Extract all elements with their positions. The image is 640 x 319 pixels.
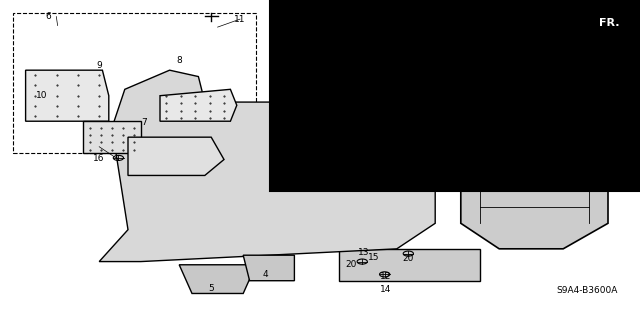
Polygon shape (461, 32, 608, 249)
Text: 2: 2 (487, 15, 492, 24)
Text: 1: 1 (540, 11, 545, 20)
Text: 16: 16 (93, 154, 105, 163)
Text: 12: 12 (380, 272, 392, 281)
Text: 17: 17 (506, 150, 518, 159)
Text: 3: 3 (305, 86, 310, 95)
Text: 5: 5 (209, 284, 214, 293)
Text: 15: 15 (368, 253, 380, 262)
Text: 8: 8 (177, 56, 182, 65)
Text: 18: 18 (442, 66, 454, 75)
Text: 14: 14 (380, 285, 392, 294)
FancyBboxPatch shape (270, 0, 640, 191)
Text: 20: 20 (345, 260, 356, 269)
Text: 21: 21 (573, 11, 585, 20)
Text: 22: 22 (307, 104, 318, 113)
Polygon shape (128, 137, 224, 175)
Text: 11: 11 (234, 15, 246, 24)
FancyBboxPatch shape (339, 249, 480, 281)
Text: FR.: FR. (599, 18, 620, 28)
Text: 6: 6 (45, 12, 51, 21)
Text: 9: 9 (97, 61, 102, 70)
Text: 4: 4 (263, 271, 268, 279)
Polygon shape (26, 70, 109, 121)
Text: 10: 10 (36, 91, 47, 100)
Polygon shape (243, 255, 294, 281)
Text: 19: 19 (595, 77, 606, 86)
Text: 20: 20 (403, 254, 414, 263)
Polygon shape (99, 70, 435, 262)
Polygon shape (160, 89, 237, 121)
Text: S9A4-B3600A: S9A4-B3600A (557, 286, 618, 295)
Text: 7: 7 (141, 118, 147, 127)
Polygon shape (83, 121, 141, 153)
FancyBboxPatch shape (13, 13, 256, 153)
Polygon shape (179, 265, 256, 293)
Text: 13: 13 (358, 248, 369, 256)
